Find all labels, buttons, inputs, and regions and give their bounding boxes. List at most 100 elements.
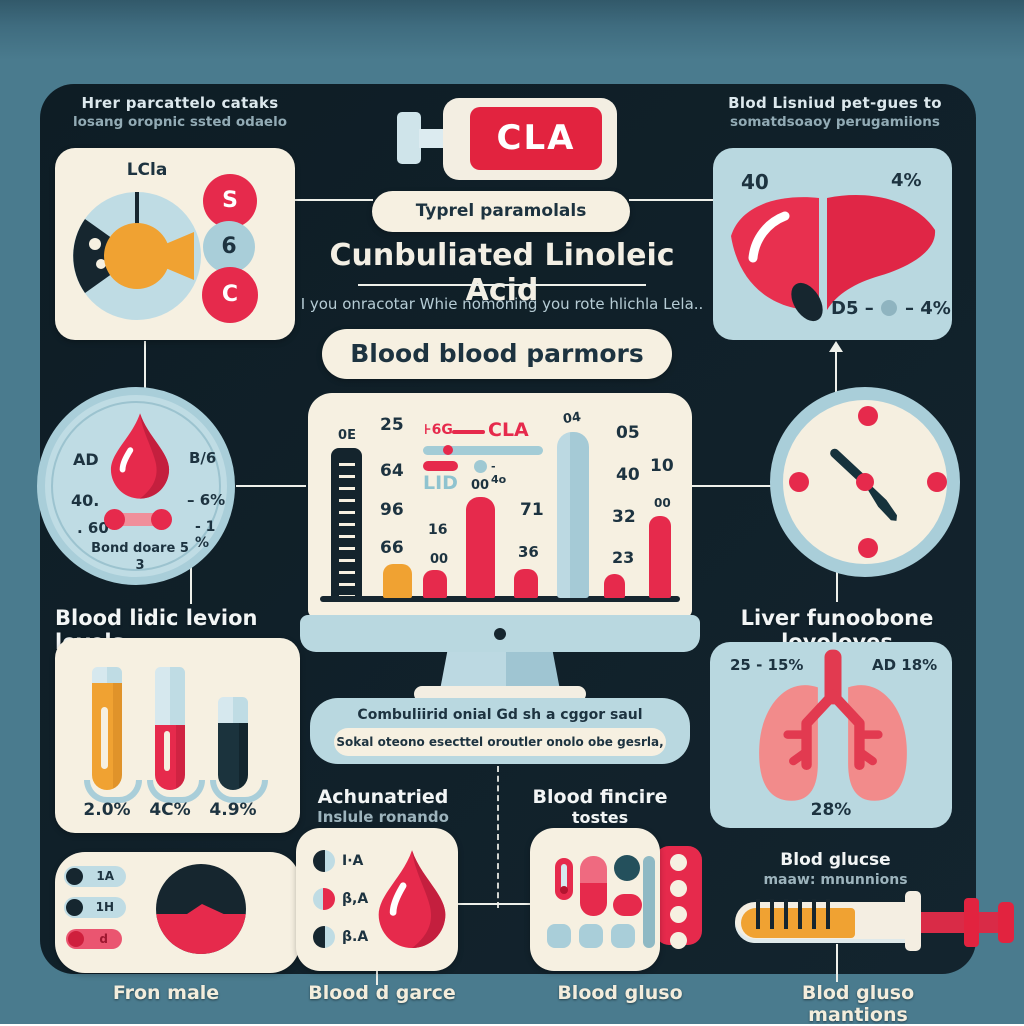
ruler-icon	[331, 448, 362, 600]
ruler-label: 0E	[338, 428, 356, 443]
cla-ratio-card: LCla S 6 C	[55, 148, 295, 340]
lungs-stat-left: 25 - 15%	[730, 656, 804, 674]
top-right-heading-line2: somatdsoaoy perugamiions	[730, 114, 940, 130]
chart-bar-label: 00	[471, 478, 490, 493]
pill-circle-icon	[614, 855, 640, 881]
connector-line	[836, 566, 838, 602]
dot-marker-icon	[881, 300, 897, 316]
bullet-split-icon	[313, 888, 335, 910]
liver-card: 40 4% D5 – – 4%	[713, 148, 952, 340]
tube-value: 4C%	[149, 800, 191, 820]
gauge-label: – 6%	[187, 491, 226, 509]
gauge-label: B/6	[189, 449, 217, 467]
chart-bar-red	[423, 570, 447, 598]
section-banner: Blood blood parmors	[322, 329, 672, 379]
toggle-label: 1H	[95, 900, 114, 914]
clock-icon	[770, 387, 960, 577]
legend-line-red	[452, 430, 485, 434]
chart-bar-label: 00	[654, 496, 671, 510]
column-left-subheading: Inslule ronando	[317, 808, 449, 826]
monitor-screen	[308, 393, 692, 618]
test-tube-icon	[92, 667, 122, 790]
blood-drop-icon	[110, 413, 170, 499]
legend-entry: LID	[423, 472, 458, 494]
bottom-caption: Blood gluso	[557, 982, 683, 1004]
monitor-stand	[440, 652, 560, 690]
chart-baseline	[320, 596, 680, 602]
gauge-caption-line1: Bond doare 5	[91, 541, 189, 556]
pie-chart-icon	[156, 864, 246, 954]
up-arrow-icon	[829, 341, 843, 352]
lungs-stat-right: AD 18%	[872, 656, 938, 674]
column-right-heading: Blood fincire	[532, 786, 668, 808]
test-tube-icon	[218, 697, 248, 790]
clock-center-dot	[856, 473, 874, 491]
cla-ratio-card-title: LCla	[126, 160, 168, 180]
tube-value: 4.9%	[209, 800, 257, 820]
gauge-inner-ring	[51, 401, 221, 571]
tube-value: 2.0%	[83, 800, 131, 820]
dashed-divider	[497, 766, 499, 908]
legend-dot-teal	[474, 460, 487, 473]
page-title: Cunbuliated Linoleic Acid	[329, 238, 675, 308]
blood-drop-icon	[378, 850, 446, 948]
gauge-caption-line2: 3	[135, 558, 145, 573]
toggle-knob	[66, 899, 83, 916]
legend-dot-red	[443, 445, 453, 455]
legend-entry: - 4o	[491, 460, 507, 486]
legend-bar-teal	[423, 446, 543, 455]
clock-dot	[858, 538, 878, 558]
page-subtitle: I you onracotar Whie nomoning you rote h…	[300, 295, 704, 313]
capsule-icon	[555, 858, 573, 900]
legend-entry: CLA	[488, 419, 529, 441]
toggles-pie-card: 1A 1H d	[55, 852, 300, 973]
chart-bar-red	[514, 569, 538, 598]
top-left-heading-line1: Hrer parcattelo cataks	[81, 94, 279, 112]
pill-blister-icon	[655, 846, 702, 949]
connector-line	[190, 566, 192, 604]
connector-line	[835, 350, 837, 396]
test-tube-icon	[155, 667, 185, 790]
test-tubes-card: 2.0% 4C% 4.9%	[55, 638, 300, 833]
chart-tick-label: 66	[380, 538, 404, 558]
chart-bar-label: 10	[650, 456, 674, 476]
lungs-card: 25 - 15% AD 18% 28%	[710, 642, 952, 828]
connector-line	[629, 199, 714, 201]
liver-stat-bottom-right: – 4%	[905, 298, 951, 319]
chart-tick-label: 32	[612, 507, 636, 527]
bubble-badge: S	[203, 174, 257, 228]
pill-square-icon	[579, 924, 603, 948]
divider-bar	[643, 856, 655, 948]
syringe-heading-line1: Blod glucse	[780, 850, 891, 870]
chart-bar-red	[649, 516, 671, 598]
badge-text: Typrel paramolals	[415, 201, 587, 221]
bottom-caption: Blod gluso mantions	[801, 982, 915, 1026]
top-left-heading-line2: losang oropnic ssted odaelo	[73, 114, 287, 130]
bullet-split-icon	[313, 926, 335, 948]
droplet-card: I·A β,A β.A	[296, 828, 458, 971]
chart-bar-red	[604, 574, 625, 598]
connector-line	[458, 903, 530, 905]
bullet-label: I·A	[342, 853, 364, 869]
liver-icon	[731, 194, 936, 322]
chart-bar-label: 04	[562, 409, 583, 428]
clock-dot	[789, 472, 809, 492]
bottle-label: CLA	[470, 107, 602, 170]
clock-dot	[858, 406, 878, 426]
title-divider	[358, 284, 646, 286]
info-banner-pill: Sokal oteono esecttel oroutler onolo obe…	[334, 728, 666, 756]
capsule-icon	[580, 856, 607, 916]
chart-bar-label: 16	[428, 522, 448, 538]
chart-bar-label: 71	[520, 500, 544, 520]
chart-bar-orange	[383, 564, 412, 598]
bottom-caption: Blood d garce	[308, 982, 456, 1004]
monitor-camera-dot	[494, 628, 506, 640]
pill-icon	[613, 894, 642, 916]
connector-line	[376, 970, 378, 985]
chart-tick-label: 64	[380, 461, 404, 481]
toggle-knob	[66, 868, 83, 885]
section-banner-text: Blood blood parmors	[350, 339, 644, 368]
liver-stat-right: 4%	[891, 170, 922, 191]
column-right-subheading: tostes	[571, 808, 629, 827]
